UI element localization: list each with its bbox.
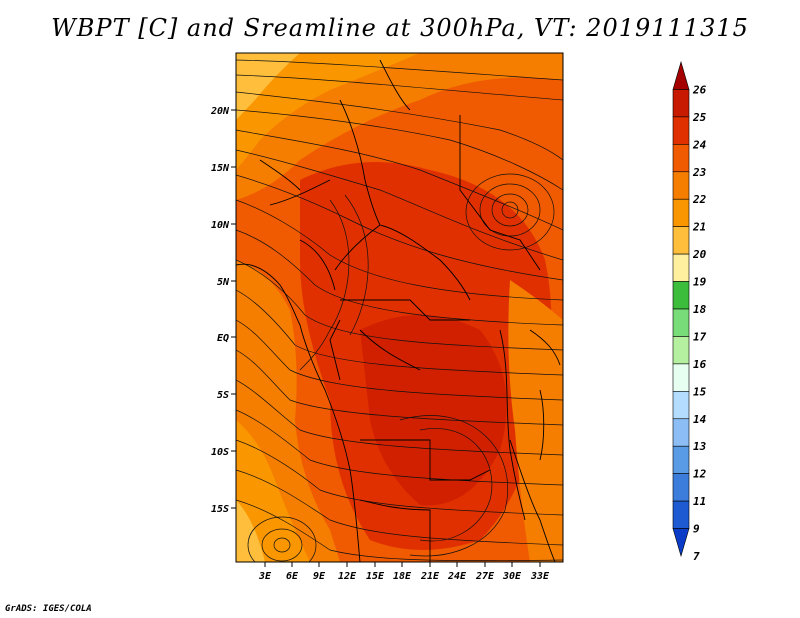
colorbar-label: 11 (693, 495, 706, 508)
colorbar-label: 24 (692, 138, 707, 151)
colorbar-label: 13 (693, 440, 707, 453)
colorbar-swatch (672, 391, 690, 420)
colorbar-label: 21 (692, 221, 706, 234)
colorbar-label: 16 (693, 358, 707, 371)
colorbar-label: 19 (693, 276, 707, 289)
colorbar-swatch (672, 171, 690, 200)
colorbar-label: 25 (692, 111, 707, 124)
colorbar-swatch (672, 528, 690, 558)
colorbar-swatch (672, 308, 690, 337)
streamlines (236, 59, 563, 562)
lat-label: 20N (210, 106, 230, 117)
colorbar-label: 22 (692, 193, 707, 206)
lon-label: 9E (313, 571, 326, 582)
temperature-shading (236, 53, 563, 562)
colorbar-swatch (672, 281, 690, 310)
colorbar-swatch (672, 89, 690, 118)
lon-label: 6E (286, 571, 299, 582)
map-frame (235, 52, 564, 563)
lon-label: 15E (366, 571, 385, 582)
colorbar-label: 20 (692, 248, 707, 261)
lon-label: 3E (258, 571, 272, 582)
latitude-axis (231, 109, 236, 509)
lat-label: 10S (211, 447, 229, 458)
colorbar-swatch (672, 473, 690, 502)
chart-title: WBPT [C] and Sreamline at 300hPa, VT: 20… (51, 14, 749, 42)
colorbar-label: 26 (692, 83, 707, 96)
colorbar-label: 17 (693, 330, 707, 343)
credit-label: GrADS: IGES/COLA (5, 604, 92, 614)
colorbar-swatch (672, 198, 690, 227)
colorbar-swatch (672, 253, 690, 282)
colorbar-swatch (672, 445, 690, 474)
lat-label: 15N (211, 163, 230, 174)
lon-label: 21E (420, 571, 440, 582)
lat-label: 10N (211, 220, 230, 231)
country-borders (236, 59, 561, 562)
lat-label: 5N (217, 277, 230, 288)
longitude-axis (264, 562, 541, 567)
colorbar-swatch (672, 116, 690, 145)
lat-label: 5S (217, 390, 229, 401)
colorbar-swatch (672, 60, 690, 90)
colorbar-label: 18 (693, 303, 707, 316)
colorbar-swatch (672, 418, 690, 447)
colorbar-label: 15 (693, 385, 707, 398)
colorbar-swatch (672, 336, 690, 365)
lon-label: 12E (338, 571, 357, 582)
colorbar-label: 23 (692, 166, 707, 179)
lat-label: EQ (217, 333, 229, 344)
colorbar-label: 12 (693, 468, 707, 481)
colorbar-swatch (672, 500, 690, 529)
lon-label: 18E (393, 571, 412, 582)
lat-label: 15S (211, 504, 229, 515)
colorbar-label: 7 (693, 550, 700, 563)
lon-label: 27E (475, 571, 495, 582)
lon-label: 24E (447, 571, 467, 582)
colorbar-swatch (672, 226, 690, 255)
colorbar: 26 25 24 23 22 21 20 19 18 17 16 15 14 13 12 11 9 7 (672, 60, 707, 563)
colorbar-label: 14 (693, 413, 707, 426)
lon-label: 33E (530, 571, 550, 582)
lon-label: 30E (502, 571, 522, 582)
colorbar-label: 9 (693, 523, 700, 536)
colorbar-swatch (672, 363, 690, 392)
colorbar-swatch (672, 144, 690, 173)
